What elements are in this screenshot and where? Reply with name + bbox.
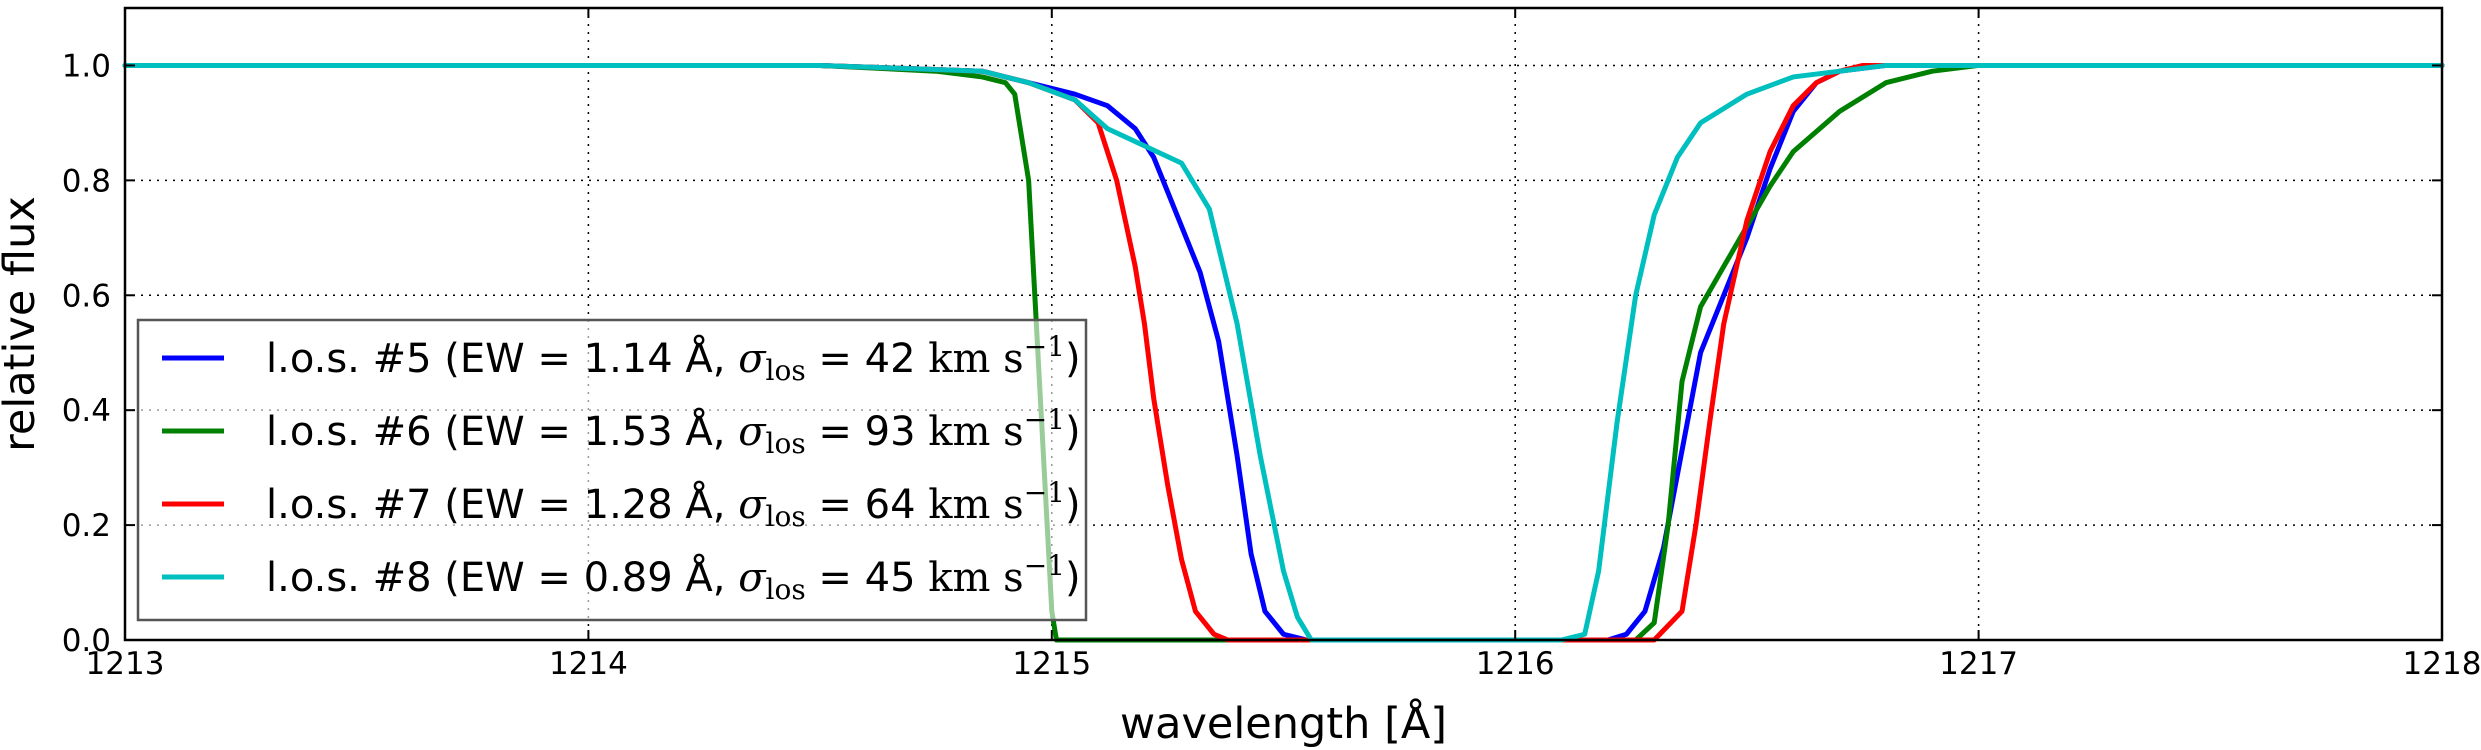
series-line-l-o-s-6 [122, 62, 2445, 643]
legend-entry-label: l.o.s. #6 (EW = 1.53 Å, σlos = 93 km s−1… [266, 403, 1081, 460]
y-axis-label: relative flux [0, 196, 45, 452]
y-tick-label: 1.0 [62, 48, 111, 84]
x-tick-label: 1213 [86, 646, 165, 682]
y-tick-label: 0.8 [62, 163, 111, 199]
ticks: 1213 1214 1215 1216 1217 1218 0.0 0.2 0.4 0.6 0.8 1… [62, 8, 2481, 682]
plot-frame [123, 6, 2444, 642]
x-tick-label: 1217 [1939, 646, 2018, 682]
grid [125, 8, 2442, 640]
legend-entry-label: l.o.s. #8 (EW = 0.89 Å, σlos = 45 km s−1… [266, 549, 1081, 606]
y-tick-label: 0.6 [62, 278, 111, 314]
x-axis-label: wavelength [Å] [1120, 698, 1447, 749]
x-tick-label: 1216 [1476, 646, 1555, 682]
y-tick-label: 0.2 [62, 508, 111, 544]
y-tick-label: 0.0 [62, 623, 111, 659]
x-tick-label: 1215 [1012, 646, 1091, 682]
legend-entry-label: l.o.s. #5 (EW = 1.14 Å, σlos = 42 km s−1… [266, 330, 1081, 387]
x-tick-label: 1214 [549, 646, 628, 682]
legend-entry-label: l.o.s. #7 (EW = 1.28 Å, σlos = 64 km s−1… [266, 476, 1081, 533]
x-tick-label: 1218 [2403, 646, 2481, 682]
legend-box [136, 318, 1088, 622]
y-tick-label: 0.4 [62, 393, 111, 429]
legend: l.o.s. #5 (EW = 1.14 Å, σlos = 42 km s−1… [136, 318, 1088, 622]
